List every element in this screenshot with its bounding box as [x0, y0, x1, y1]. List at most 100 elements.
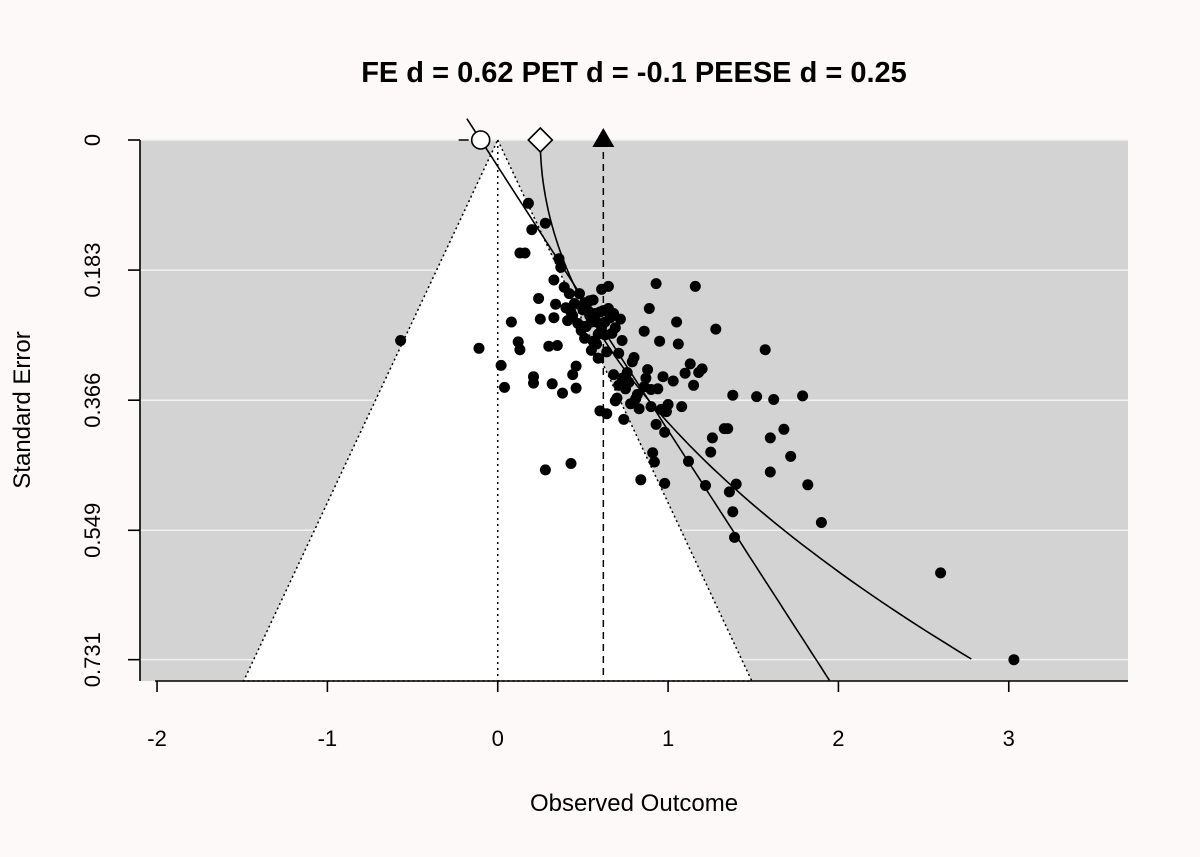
data-point	[505, 316, 517, 328]
data-point	[609, 322, 621, 334]
data-point	[1008, 654, 1020, 666]
data-point	[616, 335, 628, 346]
data-point	[553, 253, 565, 265]
data-point	[570, 382, 582, 394]
y-axis: 0 0.183 0.366 0.549 0.731	[80, 134, 141, 687]
data-point	[689, 280, 701, 292]
data-point	[672, 338, 684, 350]
fe-estimate-marker	[592, 128, 615, 147]
x-axis-label: Observed Outcome	[530, 790, 738, 817]
data-point	[764, 466, 776, 478]
data-point	[727, 506, 739, 518]
data-point	[730, 478, 742, 490]
data-point	[623, 376, 635, 388]
data-point	[645, 401, 657, 413]
data-point	[751, 391, 763, 403]
data-point	[635, 474, 647, 486]
data-point	[667, 375, 679, 387]
data-point	[768, 394, 780, 405]
data-point	[574, 288, 585, 300]
data-point	[534, 313, 546, 325]
data-point	[548, 274, 560, 286]
data-point	[591, 338, 602, 350]
data-point	[722, 423, 734, 435]
data-point	[684, 358, 696, 370]
x-tick-label: 3	[1003, 726, 1015, 751]
data-point	[551, 340, 563, 351]
data-point	[499, 381, 510, 393]
data-point	[613, 347, 625, 359]
data-point	[628, 352, 640, 363]
data-point	[696, 363, 708, 375]
data-point	[650, 278, 662, 290]
data-point	[601, 346, 613, 358]
data-point	[592, 352, 604, 364]
data-point	[679, 367, 691, 379]
data-point	[522, 197, 534, 209]
data-point	[587, 294, 599, 306]
data-point	[657, 371, 669, 383]
data-point	[601, 408, 613, 420]
y-axis-label: Standard Error	[9, 331, 36, 488]
data-point	[785, 450, 797, 462]
y-tick-label: 0	[80, 134, 105, 146]
data-point	[706, 432, 718, 444]
data-point	[688, 379, 700, 391]
data-point	[659, 426, 671, 438]
y-tick-label: 0.731	[80, 632, 105, 687]
data-point	[935, 567, 947, 579]
data-point	[570, 360, 582, 372]
data-point	[539, 217, 551, 229]
data-point	[727, 389, 739, 401]
peese-regression-curve	[539, 139, 972, 660]
estimate-markers	[458, 126, 615, 154]
data-point	[528, 377, 539, 389]
data-point	[614, 313, 626, 325]
data-point	[557, 387, 568, 399]
data-point	[495, 359, 507, 371]
x-tick-label: 1	[662, 726, 674, 751]
plot-region	[140, 118, 1128, 682]
x-tick-label: 2	[832, 726, 844, 751]
data-point	[642, 364, 654, 376]
x-tick-label: -2	[147, 726, 167, 751]
data-point	[764, 432, 776, 444]
data-point	[778, 423, 790, 435]
data-point	[567, 310, 579, 322]
data-point	[555, 261, 567, 273]
data-point	[543, 340, 555, 352]
chart-title: FE d = 0.62 PET d = -0.1 PEESE d = 0.25	[361, 57, 907, 89]
data-point	[802, 479, 814, 491]
data-point	[643, 303, 655, 314]
data-point	[395, 335, 407, 346]
x-axis: -2 -1 0 1 2 3	[147, 680, 1128, 751]
data-point	[546, 378, 558, 390]
x-tick-label: -1	[318, 726, 338, 751]
data-point	[565, 458, 577, 469]
data-point	[705, 446, 717, 458]
data-point	[621, 367, 633, 378]
data-point	[618, 413, 630, 425]
data-point	[611, 392, 623, 404]
data-point	[759, 344, 771, 356]
data-point	[650, 418, 662, 430]
data-point	[729, 531, 740, 543]
data-point	[654, 335, 666, 347]
data-point	[723, 486, 735, 498]
data-point	[514, 344, 526, 356]
data-point	[700, 480, 711, 491]
data-point	[631, 389, 643, 400]
y-tick-label: 0.549	[80, 503, 105, 558]
pet-estimate-marker	[470, 130, 491, 150]
data-point	[638, 325, 650, 337]
data-point	[647, 447, 659, 459]
data-point	[473, 342, 485, 354]
data-point	[550, 298, 562, 310]
x-tick-label: 0	[492, 726, 504, 751]
data-point	[568, 298, 580, 309]
data-point	[579, 332, 591, 344]
data-point	[563, 288, 575, 300]
data-point	[640, 372, 652, 384]
data-point	[683, 455, 694, 467]
